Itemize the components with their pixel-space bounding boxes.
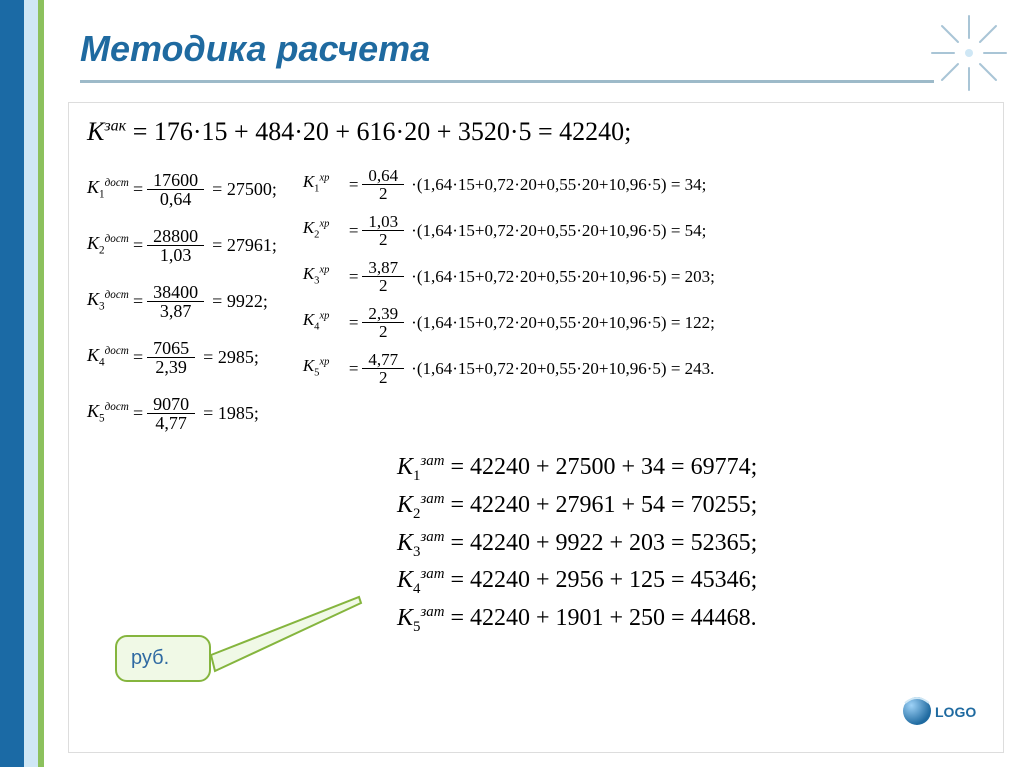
eq-xr-3: K3хр = 3,872 ·(1,64·15+0,72·20+0,55·20+1… <box>303 253 985 299</box>
two-columns: K1дост = 176000,64 = 27500; K2дост = 288… <box>87 161 985 441</box>
eq-zat-4: K4зат = 42240 + 2956 + 125 = 45346; <box>397 566 985 598</box>
eq-xr-4: K4хр = 2,392 ·(1,64·15+0,72·20+0,55·20+1… <box>303 299 985 345</box>
slide: Методика расчета Kзак = 176·15 + 484·20 … <box>0 0 1024 767</box>
eq-zat-5: K5зат = 42240 + 1901 + 250 = 44468. <box>397 604 985 636</box>
kzak-sup: зак <box>104 117 126 134</box>
logo-text: LOGO <box>935 704 976 720</box>
eq-zat-3: K3зат = 42240 + 9922 + 203 = 52365; <box>397 529 985 561</box>
left-bar-accent <box>38 0 44 767</box>
column-xr: K1хр = 0,642 ·(1,64·15+0,72·20+0,55·20+1… <box>303 161 985 441</box>
kzak-var: K <box>87 117 104 146</box>
left-bar-light <box>24 0 38 767</box>
eq-zat-2: K2зат = 42240 + 27961 + 54 = 70255; <box>397 491 985 523</box>
eq-xr-1: K1хр = 0,642 ·(1,64·15+0,72·20+0,55·20+1… <box>303 161 985 207</box>
column-dost: K1дост = 176000,64 = 27500; K2дост = 288… <box>87 161 277 441</box>
callout-text: руб. <box>131 647 169 669</box>
content-panel: Kзак = 176·15 + 484·20 + 616·20 + 3520·5… <box>68 102 1004 753</box>
left-bar-dark <box>0 0 24 767</box>
kzak-rhs: = 176·15 + 484·20 + 616·20 + 3520·5 = 42… <box>133 117 632 146</box>
left-decor-bars <box>0 0 50 767</box>
eq-zat-1: K1зат = 42240 + 27500 + 34 = 69774; <box>397 453 985 485</box>
eq-xr-5: K5хр = 4,772 ·(1,64·15+0,72·20+0,55·20+1… <box>303 345 985 391</box>
logo: LOGO <box>901 691 981 736</box>
callout-rub: руб. <box>115 635 211 682</box>
sun-decor <box>924 8 1014 98</box>
eq-dost-4: K4дост = 70652,39 = 2985; <box>87 329 277 385</box>
eq-dost-3: K3дост = 384003,87 = 9922; <box>87 273 277 329</box>
eq-xr-2: K2хр = 1,032 ·(1,64·15+0,72·20+0,55·20+1… <box>303 207 985 253</box>
eq-dost-5: K5дост = 90704,77 = 1985; <box>87 385 277 441</box>
eq-dost-1: K1дост = 176000,64 = 27500; <box>87 161 277 217</box>
equation-k-zak: Kзак = 176·15 + 484·20 + 616·20 + 3520·5… <box>87 117 985 147</box>
slide-title: Методика расчета <box>80 28 934 83</box>
eq-dost-2: K2дост = 288001,03 = 27961; <box>87 217 277 273</box>
column-zat: K1зат = 42240 + 27500 + 34 = 69774; K2за… <box>87 453 985 636</box>
